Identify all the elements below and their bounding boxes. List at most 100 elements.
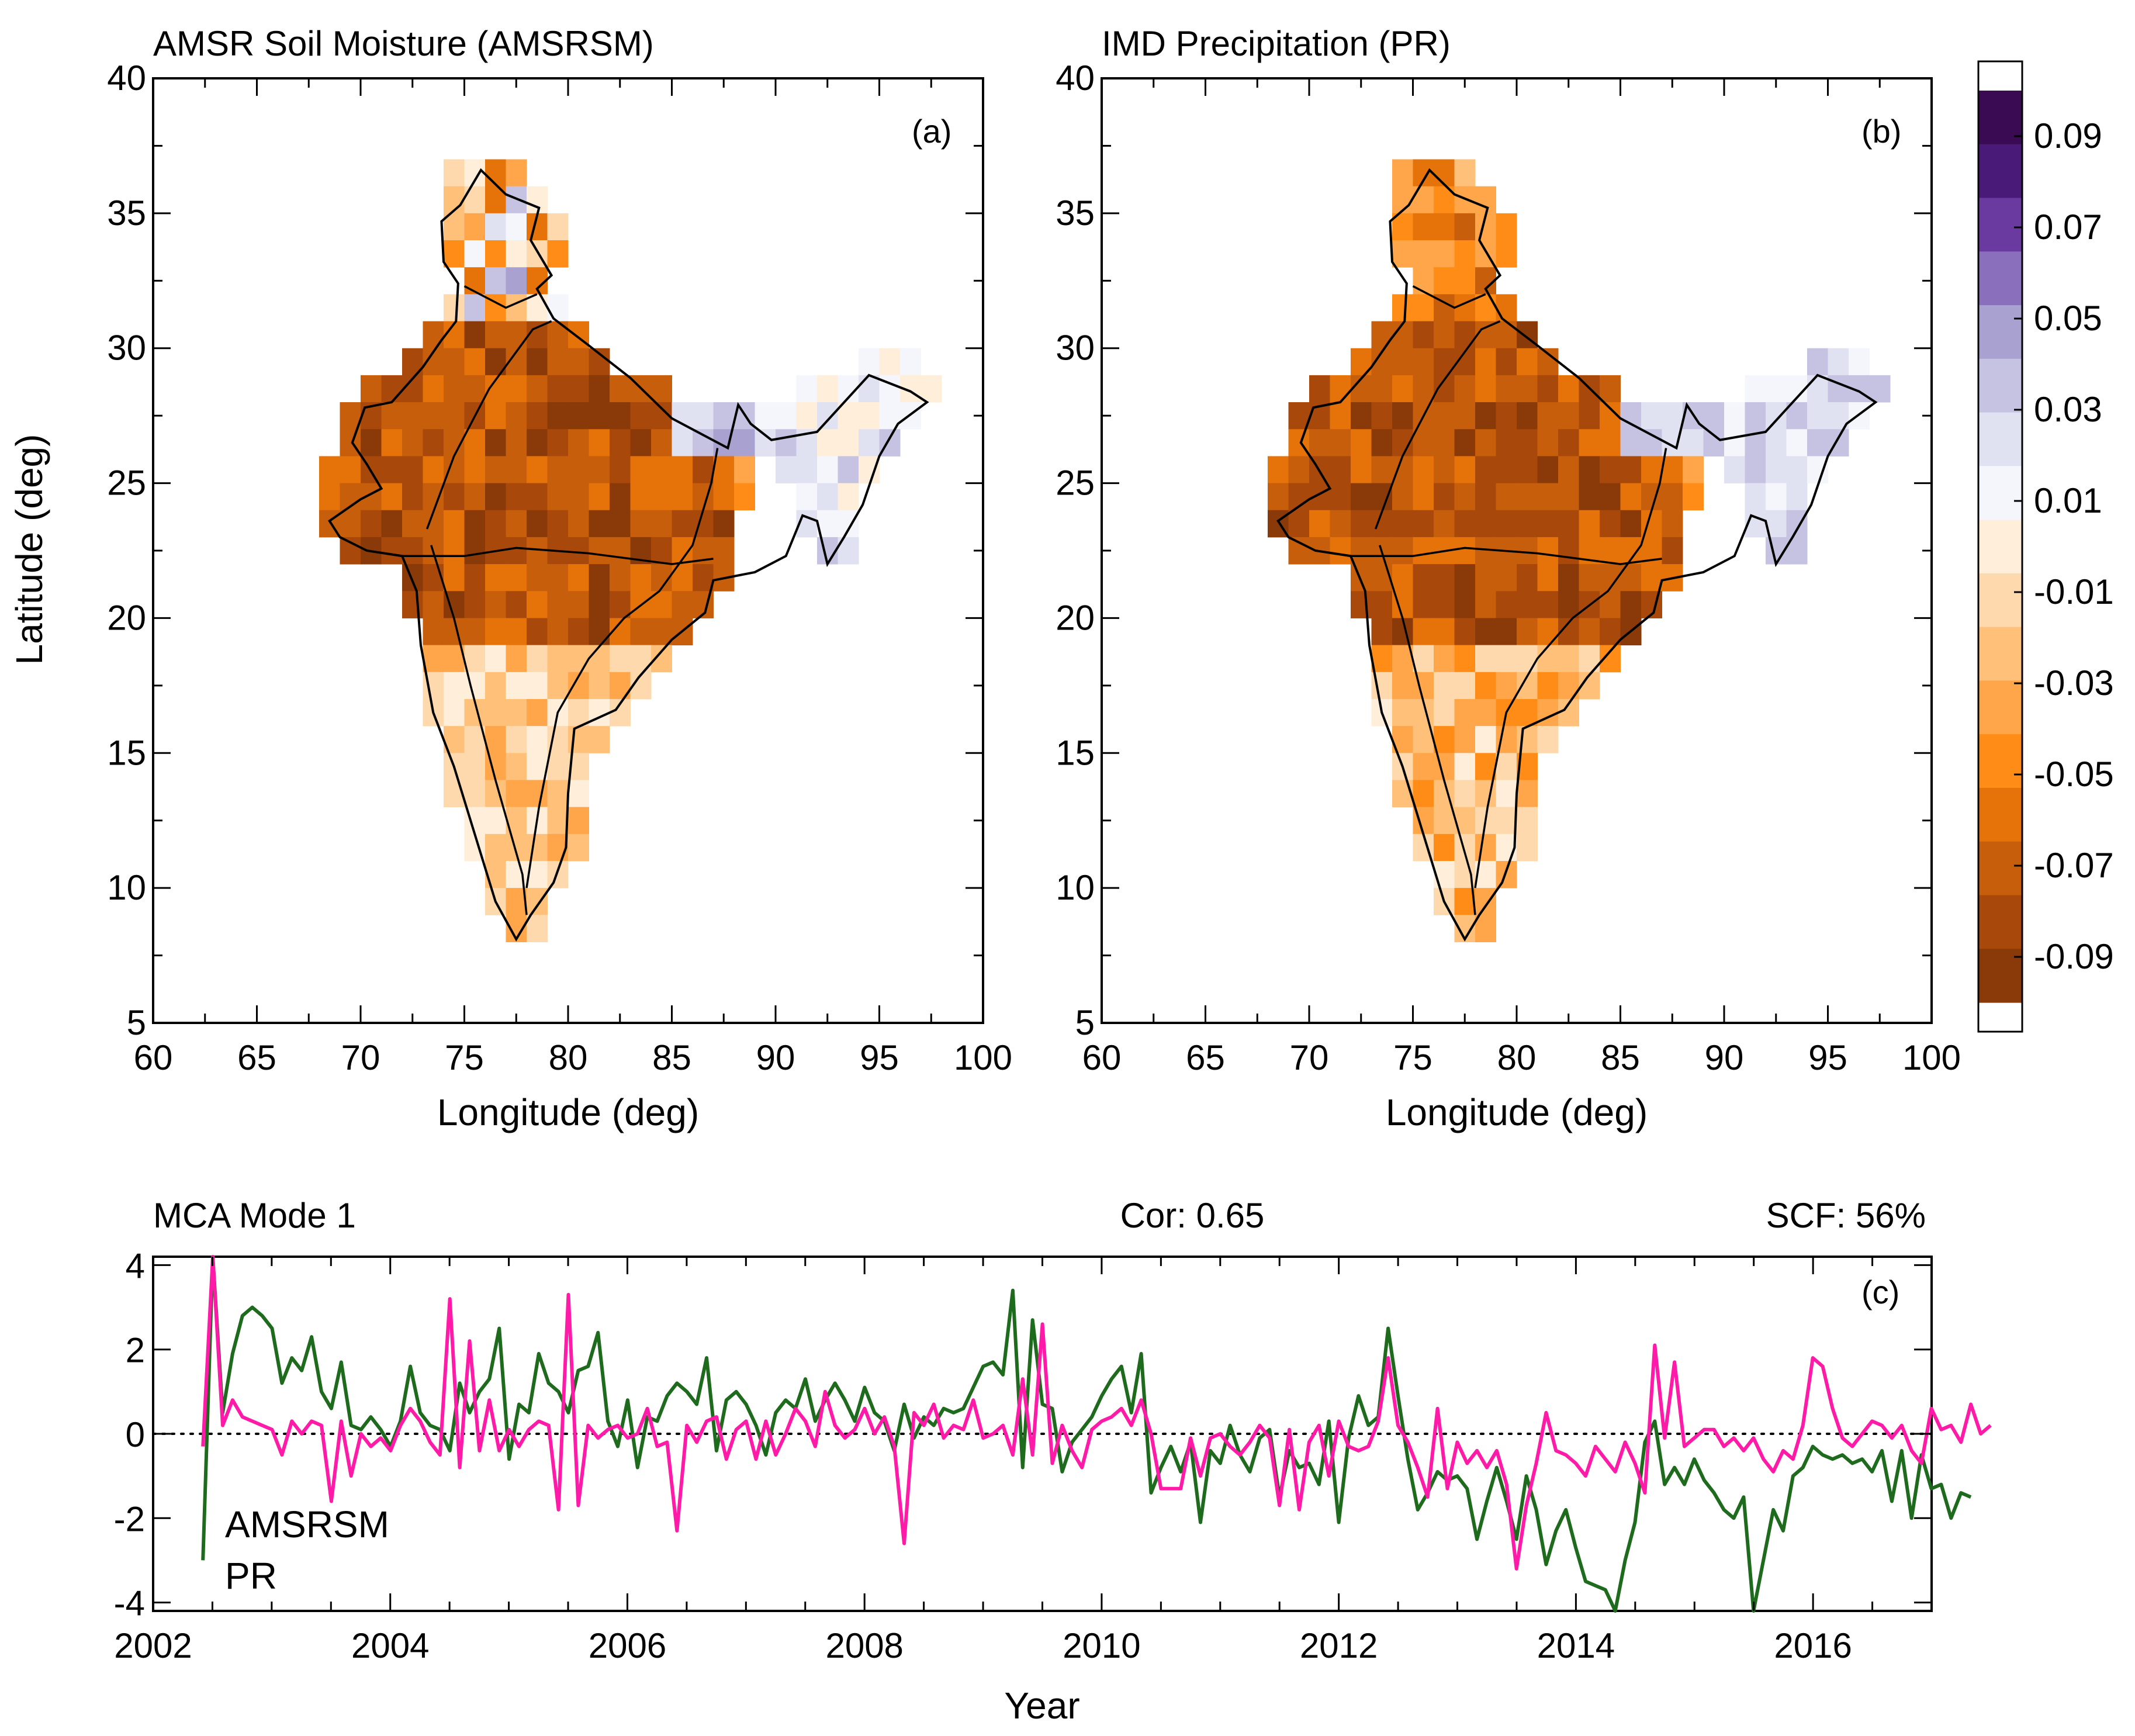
heatmap-cell [1434,510,1455,538]
heatmap-cell [1766,456,1787,484]
heatmap-cell [589,645,610,673]
heatmap-cell [1496,672,1517,700]
heatmap-cell [1330,375,1351,403]
heatmap-cell [485,159,506,187]
colorbar-segment [1978,466,2022,520]
heatmap-cell [444,375,465,403]
colorbar-tick-label: -0.05 [2034,755,2114,794]
heatmap-cell [589,698,610,727]
heatmap-cell [340,456,361,484]
heatmap-cell [630,618,652,646]
heatmap-cell [547,860,569,888]
heatmap-cell [485,672,506,700]
heatmap-cell [568,537,589,565]
legend-pr: PR [225,1555,277,1597]
heatmap-cell [464,483,486,511]
x-tick-label: 100 [954,1038,1012,1077]
panel-c-label: (c) [1861,1274,1899,1310]
x-tick-label: 2016 [1774,1626,1852,1665]
heatmap-cell [1330,402,1351,430]
heatmap-cell [1413,267,1434,295]
heatmap-cell [506,186,527,214]
heatmap-cell [1475,672,1496,700]
x-tick-label: 100 [1902,1038,1961,1077]
heatmap-cell [1786,483,1808,511]
heatmap-cell [1517,834,1538,862]
heatmap-cell [1434,807,1455,835]
heatmap-cell [402,402,423,430]
y-tick-label: 35 [107,193,146,233]
heatmap-cell [1475,348,1496,376]
heatmap-cell [1579,483,1600,511]
heatmap-cell [838,429,859,457]
heatmap-cell [1558,402,1579,430]
heatmap-cell [506,159,527,187]
heatmap-cell [506,564,527,592]
heatmap-cell [1475,915,1496,942]
heatmap-cell [1517,510,1538,538]
heatmap-cell [1537,564,1559,592]
heatmap-cell [1309,510,1330,538]
heatmap-cell [402,564,423,592]
x-tick-label: 85 [1601,1038,1640,1077]
colorbar-segment [1978,627,2022,682]
heatmap-cell [381,456,403,484]
heatmap-cell [506,402,527,430]
x-tick-label: 75 [1393,1038,1432,1077]
heatmap-cell [1268,456,1289,484]
heatmap-cell [1766,375,1787,403]
heatmap-cell [319,456,340,484]
heatmap-cell [485,483,506,511]
panel-a-heatmap-cells [319,159,942,942]
heatmap-cell [1475,698,1496,727]
colorbar-tick-label: -0.01 [2034,572,2114,611]
heatmap-cell [1496,645,1517,673]
colorbar-segment [1978,412,2022,466]
heatmap-cell [610,537,631,565]
heatmap-cell [1288,456,1310,484]
heatmap-cell [464,618,486,646]
heatmap-cell [1537,537,1559,565]
heatmap-cell [444,321,465,349]
heatmap-cell [423,402,444,430]
heatmap-cell [1413,429,1434,457]
heatmap-cell [1662,483,1683,511]
heatmap-cell [568,698,589,727]
heatmap-cell [1475,375,1496,403]
x-tick-label: 80 [549,1038,588,1077]
heatmap-cell [1392,672,1413,700]
series-line-pr [201,1255,1992,1571]
heatmap-cell [1579,510,1600,538]
heatmap-cell [1413,564,1434,592]
heatmap-cell [485,753,506,780]
heatmap-cell [402,591,423,618]
colorbar-segment [1978,895,2022,949]
heatmap-cell [1454,780,1476,808]
x-tick-label: 60 [1082,1038,1122,1077]
heatmap-cell [1662,510,1683,538]
heatmap-cell [1620,510,1642,538]
heatmap-cell [568,429,589,457]
x-tick-label: 2010 [1063,1626,1140,1665]
colorbar-segment [1978,358,2022,413]
heatmap-cell [1434,672,1455,700]
region-boundary [1379,545,1476,915]
heatmap-cell [589,672,610,700]
region-boundary [430,545,528,915]
heatmap-cell [1683,483,1704,511]
heatmap-cell [485,402,506,430]
heatmap-cell [1434,645,1455,673]
heatmap-cell [485,429,506,457]
heatmap-cell [485,240,506,268]
colorbar-tick-label: 0.03 [2034,390,2102,429]
heatmap-cell [1537,483,1559,511]
heatmap-cell [444,240,465,268]
heatmap-cell [361,375,382,403]
heatmap-cell [527,186,548,214]
heatmap-cell [1517,645,1538,673]
heatmap-cell [1413,591,1434,618]
colorbar-tick-label: -0.09 [2034,937,2114,976]
heatmap-cell [651,483,672,511]
x-tick-label: 2008 [825,1626,903,1665]
heatmap-cell [464,537,486,565]
